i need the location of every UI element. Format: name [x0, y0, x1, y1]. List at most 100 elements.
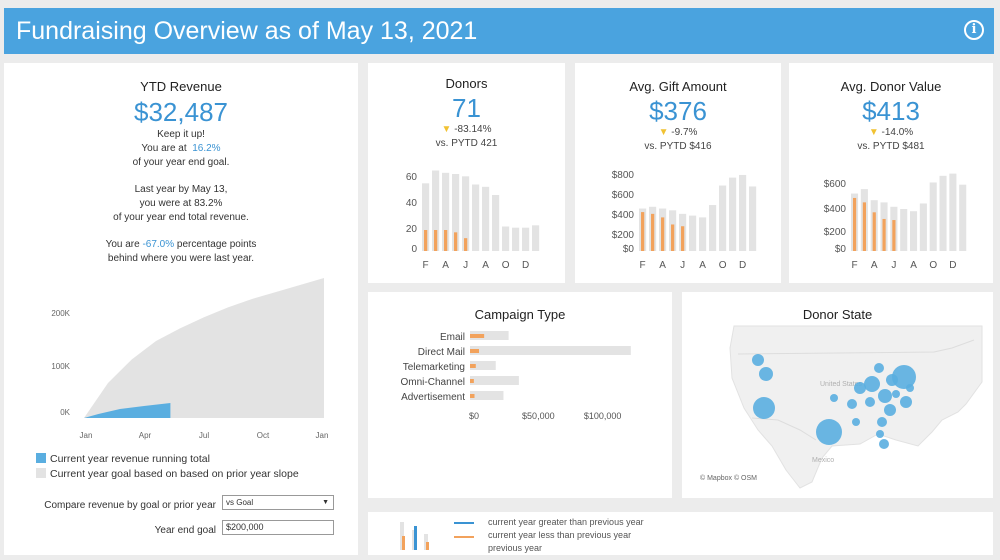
donor-value-pytd: vs. PYTD $481 [857, 141, 925, 152]
prior-year-bar [919, 203, 927, 251]
info-icon[interactable]: i [964, 20, 984, 40]
prior-year-bar [749, 186, 757, 251]
donors-pytd: vs. PYTD 421 [435, 138, 498, 149]
prior-year-bar [699, 217, 707, 251]
current-year-bar [424, 230, 428, 251]
state-bubble [852, 418, 860, 426]
state-bubble [892, 365, 916, 389]
donor-state-panel: Donor State United States Mexico [682, 292, 993, 498]
x-tick-label: Jan [316, 431, 329, 440]
current-year-bar [661, 217, 665, 251]
compare-label: Compare revenue by goal or prior year [44, 500, 216, 511]
x-tick-label: F [423, 260, 429, 271]
y-tick-label: 100K [51, 362, 70, 371]
donors-change: ▼ -83.14% [441, 124, 492, 135]
state-bubble [876, 430, 884, 438]
gift-title: Avg. Gift Amount [629, 79, 727, 94]
ytd-value: $32,487 [134, 97, 228, 127]
x-tick-label: O [929, 260, 937, 271]
prior-year-bar [929, 182, 937, 251]
ytd-line3: of your year end goal. [132, 157, 230, 168]
prior-year-bar [949, 173, 957, 251]
state-bubble [879, 439, 889, 449]
dashboard-header: Fundraising Overview as of May 13, 2021 … [4, 8, 994, 54]
state-bubble [816, 419, 842, 445]
x-tick-label: O [502, 260, 510, 271]
prior-year-bar [482, 186, 490, 251]
prior-year-bar [910, 211, 918, 251]
y-tick-label: $600 [612, 190, 635, 201]
category-label: Advertisement [401, 392, 465, 403]
category-label: Email [440, 332, 465, 343]
ytd-line2: You are at 16.2% [141, 143, 221, 154]
x-tick-label: A [442, 260, 449, 271]
goal-area [84, 278, 324, 418]
x-tick-label: A [659, 260, 666, 271]
current-year-bar [641, 212, 645, 251]
behind-percent: -67.0% [142, 239, 175, 250]
x-tick-label: Jan [80, 431, 93, 440]
state-bubble [877, 417, 887, 427]
y-tick-label: 0 [411, 244, 417, 255]
gift-value: $376 [649, 96, 707, 126]
donors-title: Donors [445, 76, 488, 91]
current-year-bar [464, 238, 468, 251]
current-year-bar [882, 218, 886, 251]
prior-year-bar [522, 227, 530, 251]
ytd-line8: behind where you were last year. [107, 253, 255, 264]
legend-swatches [454, 522, 474, 538]
y-tick-label: $200 [824, 227, 847, 238]
donor-value-chart: $600 $400 $200 $0 F A J A O D [824, 173, 967, 271]
state-bubble [830, 394, 838, 402]
legend-sample-bars [400, 522, 429, 550]
current-year-bar [470, 349, 480, 353]
x-tick-label: $50,000 [522, 411, 555, 421]
legend-current: Current year revenue running total [36, 453, 210, 465]
state-bubble [854, 382, 866, 394]
current-year-bar [454, 232, 458, 251]
sample-greater-bar [414, 526, 417, 550]
x-tick-label: D [949, 260, 956, 271]
state-bubble [874, 363, 884, 373]
donors-chart: 60 40 20 0F A J A O D [406, 170, 540, 271]
current-year-bar [470, 334, 485, 338]
state-bubble [884, 404, 896, 416]
donors-value: 71 [452, 93, 481, 123]
ytd-line6: of your year end total revenue. [113, 212, 249, 223]
running-total-chart: 200K 100K 0K Jan Apr Jul Oct Jan [51, 278, 329, 440]
down-triangle-icon: ▼ [868, 127, 879, 138]
donor-value-panel: Avg. Donor Value $413 ▼ -14.0% vs. PYTD … [789, 63, 993, 283]
prior-year-bar [432, 170, 440, 251]
y-tick-label: $200 [612, 230, 635, 241]
gift-change: ▼ -9.7% [658, 127, 698, 138]
prior-year-bar [709, 205, 717, 251]
x-tick-label: J [680, 260, 685, 271]
prior-year-bar [470, 376, 519, 385]
y-tick-label: 20 [406, 224, 418, 235]
donor-bubbles [752, 354, 916, 449]
y-tick-label: 0K [60, 408, 70, 417]
us-map-label: United States [820, 381, 863, 388]
x-tick-label: A [482, 260, 489, 271]
prior-year-bar [422, 183, 430, 251]
ytd-goal-percent: 16.2% [192, 143, 221, 154]
campaign-chart: Email Direct Mail Telemarketing Omni-Channe… [401, 331, 631, 421]
last-year-percent: 83.2% [194, 198, 223, 209]
state-bubble [759, 367, 773, 381]
prior-year-bar [470, 391, 504, 400]
compare-select[interactable]: vs Goal ▼ [222, 495, 334, 510]
x-tick-label: J [463, 260, 468, 271]
prior-year-bar [959, 184, 967, 251]
map-attribution: © Mapbox © OSM [700, 474, 757, 482]
mexico-map-label: Mexico [812, 457, 834, 464]
y-tick-label: 60 [406, 172, 418, 183]
prior-year-bar [900, 209, 908, 251]
prior-year-bar [719, 185, 727, 251]
goal-input[interactable]: $200,000 [222, 520, 334, 535]
gift-pytd: vs. PYTD $416 [644, 141, 712, 152]
y-tick-label: $400 [824, 204, 847, 215]
legend-less: current year less than previous year [488, 530, 632, 540]
donor-state-map[interactable]: United States Mexico © Mapbox © OS [682, 322, 993, 498]
prior-year-bar [512, 227, 520, 251]
donor-value-value: $413 [862, 96, 920, 126]
